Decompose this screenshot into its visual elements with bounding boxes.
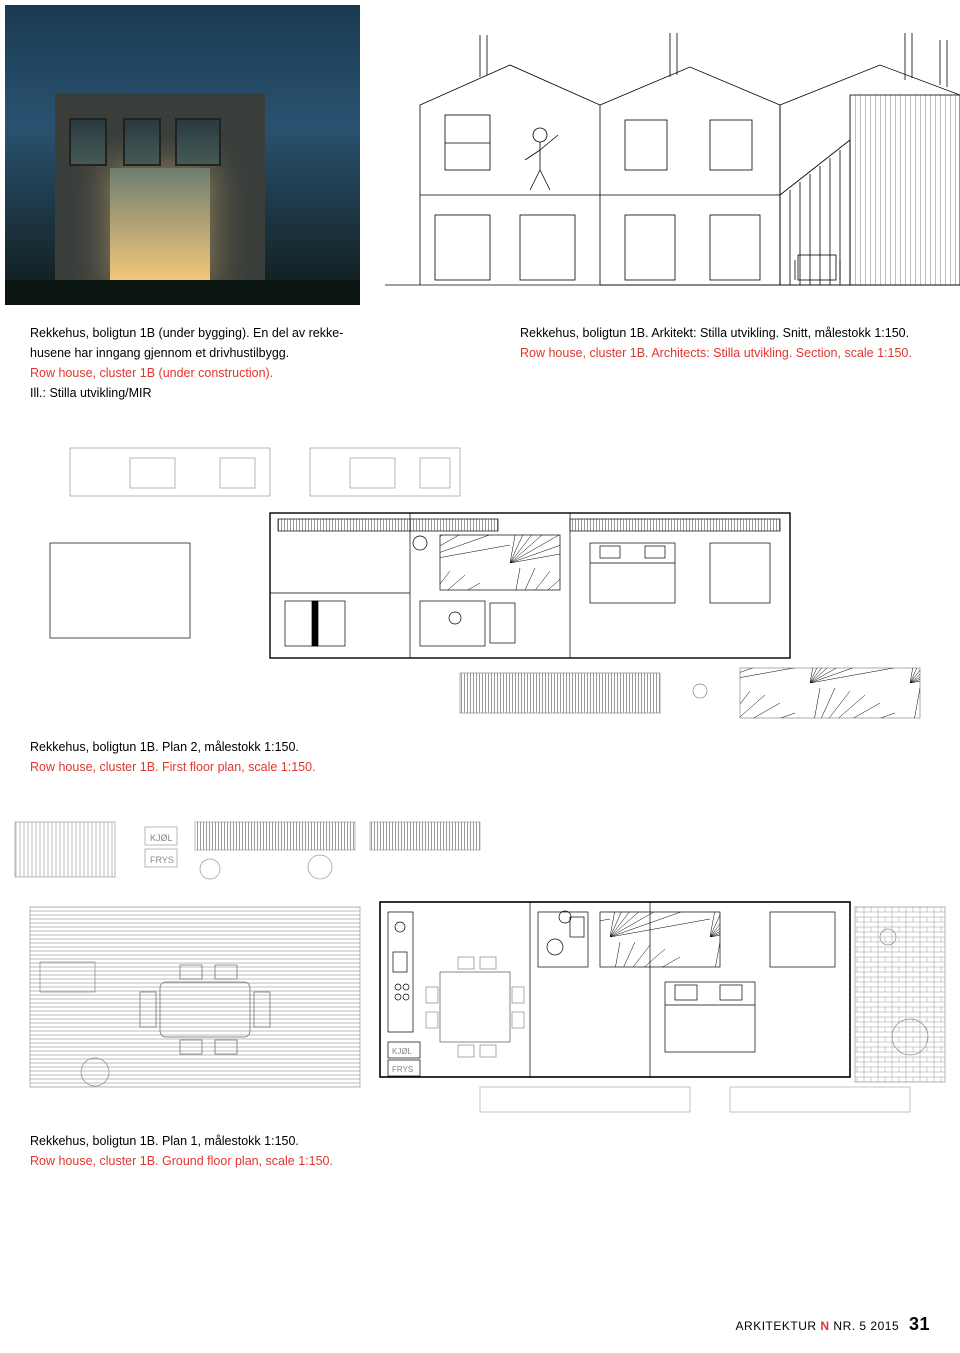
- plan2-caption: Rekkehus, boligtun 1B. Plan 2, målestokk…: [30, 737, 960, 777]
- mag-name: ARKITEKTUR: [736, 1319, 817, 1333]
- photo-credit: Ill.: Stilla utvikling/MIR: [30, 383, 440, 403]
- section-drawing: [380, 5, 960, 305]
- mag-n: N: [820, 1319, 829, 1333]
- plan2-caption-no: Rekkehus, boligtun 1B. Plan 2, målestokk…: [30, 737, 960, 757]
- photo-caption-no-2: husene har inngang gjennom et drivhustil…: [30, 343, 440, 363]
- plan-1-drawing: KJØL FRYS: [0, 817, 960, 1117]
- label-frys-upper: FRYS: [150, 855, 174, 865]
- plan1-caption-no: Rekkehus, boligtun 1B. Plan 1, målestokk…: [30, 1131, 960, 1151]
- plan-2-drawing: [0, 443, 960, 723]
- plan1-caption: Rekkehus, boligtun 1B. Plan 1, målestokk…: [30, 1131, 960, 1171]
- label-kjol: KJØL: [392, 1047, 413, 1056]
- label-kjol-upper: KJØL: [150, 833, 173, 843]
- elevation-caption-en: Row house, cluster 1B. Architects: Still…: [520, 343, 930, 363]
- top-row: [0, 0, 960, 305]
- photo-caption-en: Row house, cluster 1B (under constructio…: [30, 363, 440, 383]
- issue: NR. 5 2015: [833, 1319, 899, 1333]
- page-number: 31: [909, 1314, 930, 1334]
- render-photo: [5, 5, 360, 305]
- photo-caption-no-1: Rekkehus, boligtun 1B (under bygging). E…: [30, 323, 440, 343]
- elevation-caption: Rekkehus, boligtun 1B. Arkitekt: Stilla …: [520, 323, 930, 403]
- label-frys: FRYS: [392, 1065, 413, 1074]
- plan2-caption-en: Row house, cluster 1B. First floor plan,…: [30, 757, 960, 777]
- page-footer: ARKITEKTUR N NR. 5 2015 31: [736, 1314, 930, 1335]
- top-captions: Rekkehus, boligtun 1B (under bygging). E…: [0, 323, 960, 403]
- photo-caption: Rekkehus, boligtun 1B (under bygging). E…: [30, 323, 440, 403]
- plan1-caption-en: Row house, cluster 1B. Ground floor plan…: [30, 1151, 960, 1171]
- elevation-caption-no: Rekkehus, boligtun 1B. Arkitekt: Stilla …: [520, 323, 930, 343]
